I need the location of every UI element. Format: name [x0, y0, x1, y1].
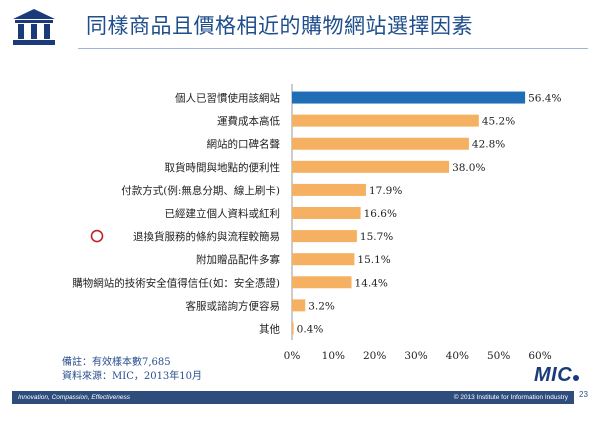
bar	[292, 230, 357, 243]
data-label: 38.0%	[452, 162, 485, 174]
bar	[292, 114, 479, 127]
data-source-note: 資料來源：MIC，2013年10月	[62, 371, 203, 382]
x-tick-label: 0%	[284, 350, 301, 362]
x-tick-label: 20%	[363, 350, 386, 362]
category-label: 運費成本高低	[217, 115, 280, 128]
bar	[292, 276, 352, 289]
category-label: 其他	[259, 322, 280, 335]
category-label: 付款方式(例:無息分期、線上刷卡)	[121, 184, 280, 197]
x-tick-label: 40%	[446, 350, 469, 362]
bar	[292, 183, 366, 196]
bar	[292, 299, 306, 312]
data-label: 45.2%	[482, 116, 515, 128]
category-label: 附加贈品配件多寡	[196, 253, 280, 266]
data-label: 14.4%	[355, 277, 388, 289]
data-label: 0.4%	[297, 323, 324, 335]
data-label: 16.6%	[364, 208, 397, 220]
bar	[292, 322, 294, 335]
footer-slogan: Innovation, Compassion, Effectiveness	[18, 394, 131, 401]
bar	[292, 137, 469, 150]
category-label: 購物網站的技術安全值得信任(如：安全憑證)	[72, 276, 280, 289]
mic-brand-logo: MIC	[534, 364, 580, 387]
data-label: 15.7%	[360, 231, 393, 243]
footer-bar: Innovation, Compassion, Effectiveness © …	[12, 391, 574, 404]
bar	[292, 91, 526, 104]
footer-copyright: © 2013 Institute for Information Industr…	[453, 394, 568, 401]
brand-text: MIC	[534, 364, 573, 386]
data-label: 3.2%	[308, 300, 335, 312]
data-label: 15.1%	[357, 254, 390, 266]
category-label: 取貨時間與地點的便利性	[165, 161, 281, 174]
bar	[292, 207, 361, 219]
data-label: 42.8%	[472, 139, 505, 151]
category-label: 個人已習慣使用該網站	[175, 92, 280, 105]
bar	[292, 160, 450, 173]
category-label: 網站的口碑名聲	[207, 138, 281, 151]
category-label: 已經建立個人資料或紅利	[165, 207, 281, 220]
data-label: 17.9%	[369, 185, 402, 197]
page-number: 23	[579, 390, 588, 399]
highlight-marker-icon	[90, 229, 104, 243]
category-label: 退換貨服務的條約與流程較簡易	[133, 230, 280, 243]
x-tick-label: 50%	[487, 350, 510, 362]
x-tick-label: 60%	[528, 350, 551, 362]
chart-notes: 備註：有效樣本數7,685 資料來源：MIC，2013年10月	[62, 356, 202, 384]
x-tick-label: 10%	[322, 350, 345, 362]
institution-logo	[13, 9, 55, 45]
data-label: 56.4%	[528, 93, 561, 105]
x-tick-label: 30%	[404, 350, 427, 362]
title-divider	[78, 48, 588, 49]
category-label: 客服或諮詢方便容易	[186, 299, 281, 312]
bar	[292, 253, 355, 266]
slide-title: 同樣商品且價格相近的購物網站選擇因素	[86, 14, 473, 38]
sample-size-note: 備註：有效樣本數7,685	[62, 357, 171, 368]
brand-dot-icon	[573, 375, 580, 381]
